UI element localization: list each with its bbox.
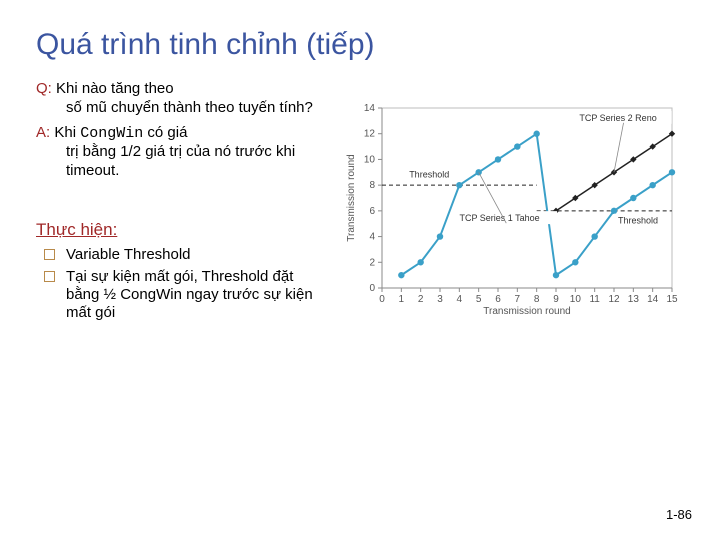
svg-text:10: 10 [364,154,376,165]
implementation-title: Thực hiện: [36,219,326,240]
svg-text:9: 9 [553,294,559,305]
list-item: Tại sự kiện mất gói, Threshold đặt bằng … [42,268,326,322]
svg-text:TCP Series 1 Tahoe: TCP Series 1 Tahoe [459,213,539,223]
svg-text:10: 10 [570,294,582,305]
svg-text:Transmission round: Transmission round [483,306,570,317]
svg-text:3: 3 [437,294,443,305]
svg-text:6: 6 [495,294,501,305]
svg-text:12: 12 [364,129,376,140]
answer-block: A: Khi CongWin có giá trị bằng 1/2 giá t… [36,124,326,181]
svg-text:0: 0 [379,294,385,305]
q-text-first: Khi nào tăng theo [56,80,174,97]
svg-text:1: 1 [399,294,405,305]
a-label: A: [36,124,50,141]
svg-text:2: 2 [369,257,375,268]
svg-text:4: 4 [457,294,463,305]
svg-text:Threshold: Threshold [618,216,658,226]
tcp-chart: 024681012140123456789101112131415Transmi… [342,98,682,318]
svg-text:2: 2 [418,294,424,305]
q-text-body: số mũ chuyển thành theo tuyến tính? [36,99,326,118]
svg-text:Threshold: Threshold [409,169,449,179]
svg-text:5: 5 [476,294,482,305]
q-label: Q: [36,80,52,97]
implementation-list: Variable Threshold Tại sự kiện mất gói, … [36,246,326,322]
slide-title: Quá trình tinh chỉnh (tiếp) [36,28,684,62]
a-text-2-body: trị bằng 1/2 giá trị của nó trước khi ti… [36,143,326,181]
svg-text:14: 14 [647,294,659,305]
content-columns: Q: Khi nào tăng theo số mũ chuyển thành … [36,80,684,326]
right-column: 024681012140123456789101112131415Transmi… [342,80,684,326]
svg-text:TCP Series 2 Reno: TCP Series 2 Reno [579,113,656,123]
svg-text:13: 13 [628,294,640,305]
left-column: Q: Khi nào tăng theo số mũ chuyển thành … [36,80,326,326]
a-text-2-inline: có giá [143,124,187,141]
svg-text:7: 7 [515,294,521,305]
svg-text:6: 6 [369,206,375,217]
svg-text:12: 12 [608,294,620,305]
svg-text:14: 14 [364,103,376,114]
a-text-1: Khi [54,124,80,141]
list-item: Variable Threshold [42,246,326,264]
svg-text:Transmission round: Transmission round [346,154,357,241]
question-block: Q: Khi nào tăng theo số mũ chuyển thành … [36,80,326,118]
svg-text:4: 4 [369,232,375,243]
svg-text:15: 15 [666,294,678,305]
slide: Quá trình tinh chỉnh (tiếp) Q: Khi nào t… [0,0,720,540]
svg-text:8: 8 [369,180,375,191]
page-number: 1-86 [666,507,692,522]
a-code: CongWin [80,125,143,142]
svg-text:8: 8 [534,294,540,305]
svg-text:0: 0 [369,283,375,294]
svg-text:11: 11 [589,294,600,305]
